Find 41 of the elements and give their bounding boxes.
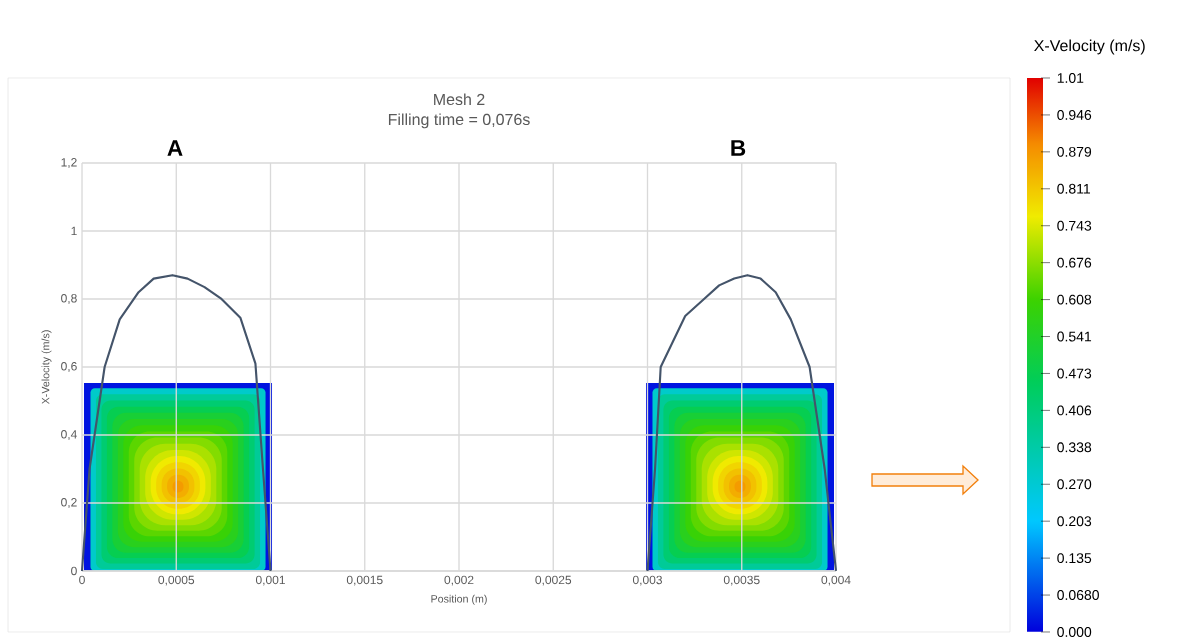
x-tick-label: 0,0005: [158, 575, 195, 586]
text: 1.01: [1057, 73, 1084, 83]
text: 0.946: [1057, 109, 1092, 120]
text: 0.608: [1057, 294, 1092, 305]
y-tick-label: 0,8: [61, 294, 77, 304]
line-series: [646, 274, 838, 573]
y-tick-label: 1: [71, 226, 77, 236]
text: 0.203: [1057, 516, 1092, 527]
text: 0.135: [1057, 553, 1092, 564]
x-tick-label: 0,0015: [346, 575, 383, 586]
text: 0.0680: [1057, 590, 1099, 601]
text: X-Velocity (m/s): [1034, 39, 1145, 55]
text: 0.676: [1057, 257, 1092, 268]
text: 0.270: [1057, 479, 1092, 490]
text: 0.338: [1057, 442, 1092, 453]
x-tick-label: 0,0025: [535, 575, 572, 586]
text: 0.743: [1057, 220, 1092, 231]
text: 0.879: [1057, 146, 1092, 157]
text: 0.541: [1057, 331, 1092, 342]
x-tick-label: 0,003: [632, 575, 662, 586]
y-tick-label: 0: [71, 566, 77, 576]
text: 0.406: [1057, 405, 1092, 416]
x-tick-label: 0,0035: [723, 575, 760, 586]
text: 0.000: [1057, 627, 1092, 637]
y-tick-label: 0,2: [61, 498, 77, 508]
x-tick-label: 0: [79, 575, 85, 585]
x-tick-label: 0,001: [255, 575, 285, 586]
text: A: [167, 140, 183, 156]
x-axis-title: Position (m): [431, 594, 487, 605]
chart-subtitle: Filling time = 0,076s: [388, 113, 530, 129]
text: 0.473: [1057, 368, 1092, 379]
text: B: [731, 140, 746, 156]
y-axis-title: X-Velocity (m/s): [41, 330, 52, 405]
line-series: [80, 274, 272, 573]
text: 0.811: [1057, 183, 1091, 194]
x-tick-label: 0,004: [821, 575, 851, 586]
y-tick-label: 1,2: [61, 158, 77, 168]
x-tick-label: 0,002: [444, 575, 474, 586]
y-tick-label: 0,6: [61, 362, 77, 372]
chart-title: Mesh 2: [434, 93, 485, 106]
y-tick-label: 0,4: [61, 430, 77, 440]
